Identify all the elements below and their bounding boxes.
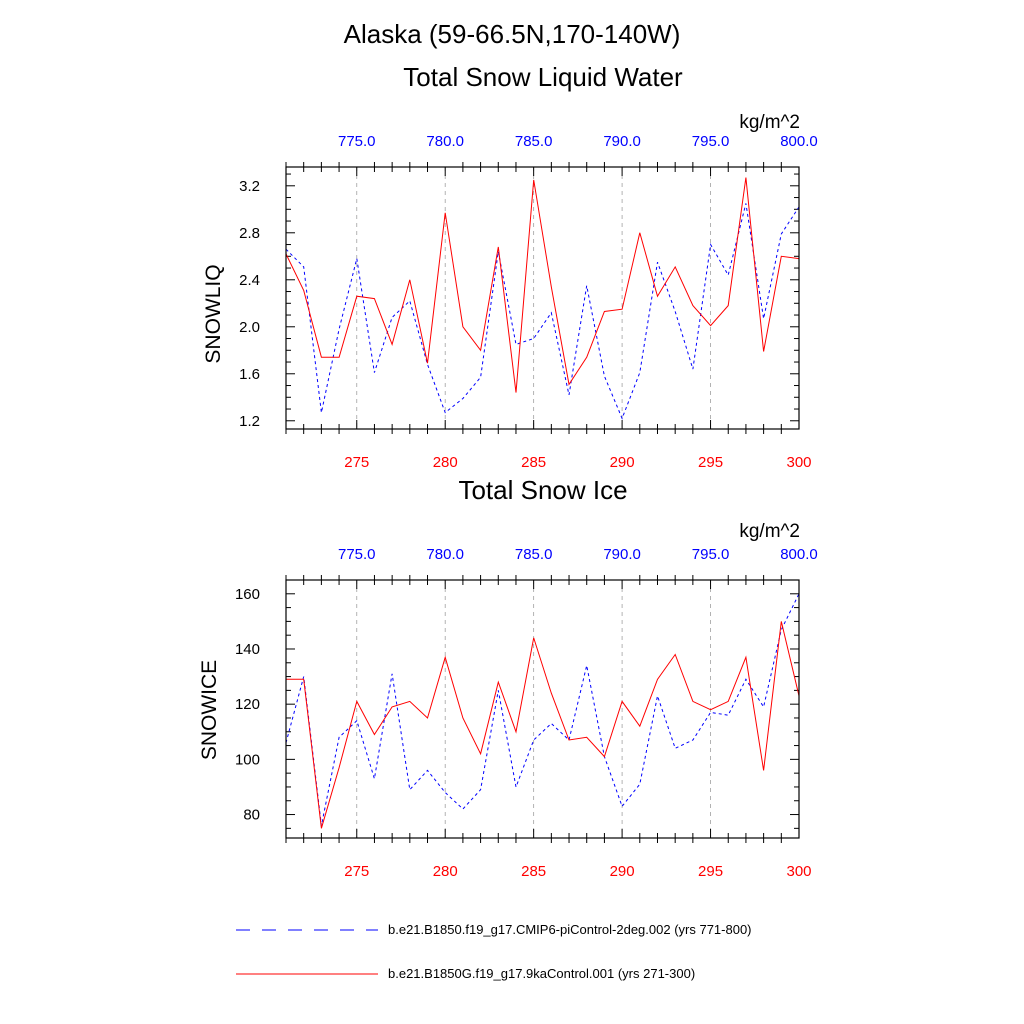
snowice-x-tick-label: 285 [521, 863, 546, 880]
snowliq-x-top-tick-label: 785.0 [515, 133, 553, 150]
snowliq-x-tick-label: 290 [610, 454, 635, 471]
legend-label-9kaControl: b.e21.B1850G.f19_g17.9kaControl.001 (yrs… [388, 966, 695, 981]
snowice-y-tick-label: 80 [243, 807, 260, 824]
snowice-title: Total Snow Ice [458, 475, 627, 505]
snowice-x-tick-label: 290 [610, 863, 635, 880]
snowice-x-top-tick-label: 785.0 [515, 546, 553, 563]
snowice-x-top-tick-label: 800.0 [780, 546, 818, 563]
snowice-y-tick-label: 140 [235, 641, 260, 658]
snowice-x-tick-label: 275 [344, 863, 369, 880]
snowliq-y-label: SNOWLIQ [202, 264, 225, 363]
snowliq-plot-frame [285, 166, 800, 430]
snowice-y-label: SNOWICE [198, 660, 221, 760]
snowice-series-9kaControl [286, 621, 800, 829]
snowliq-x-top-tick-label: 780.0 [426, 133, 464, 150]
snowliq-y-tick-label: 1.6 [239, 366, 260, 383]
snowliq-y-tick-label: 2.4 [239, 272, 260, 289]
snowliq-x-tick-label: 280 [433, 454, 458, 471]
snowice-x-tick-label: 300 [786, 863, 811, 880]
legend: b.e21.B1850.f19_g17.CMIP6-piControl-2deg… [236, 922, 752, 981]
snowliq-x-top-tick-label: 775.0 [338, 133, 376, 150]
snowliq-x-tick-label: 285 [521, 454, 546, 471]
snowice-series-piControl [285, 593, 800, 826]
snowice-x-top-tick-label: 790.0 [603, 546, 641, 563]
legend-label-piControl: b.e21.B1850.f19_g17.CMIP6-piControl-2deg… [388, 922, 752, 937]
snowliq-y-tick-label: 1.2 [239, 413, 260, 430]
snowice-x-top-tick-label: 795.0 [692, 546, 730, 563]
snowliq-panel: Total Snow Liquid Water kg/m^2 SNOWLIQ 1… [202, 62, 818, 471]
snowliq-x-tick-label: 275 [344, 454, 369, 471]
snowliq-title: Total Snow Liquid Water [403, 62, 683, 92]
snowice-x-top-tick-label: 780.0 [426, 546, 464, 563]
snowliq-y-tick-label: 2.0 [239, 319, 260, 336]
snowliq-units: kg/m^2 [739, 112, 800, 133]
snowice-x-tick-label: 295 [698, 863, 723, 880]
snowice-y-tick-label: 120 [235, 696, 260, 713]
snowice-y-tick-label: 100 [235, 751, 260, 768]
snowice-plot-frame [285, 579, 800, 839]
snowliq-x-top-tick-label: 790.0 [603, 133, 641, 150]
snowliq-x-top-tick-label: 795.0 [692, 133, 730, 150]
snowice-y-tick-label: 160 [235, 586, 260, 603]
snowice-x-top-tick-label: 775.0 [338, 546, 376, 563]
snowliq-series-9kaControl [285, 177, 800, 393]
snowliq-y-tick-label: 3.2 [239, 178, 260, 195]
snowliq-y-tick-label: 2.8 [239, 225, 260, 242]
snowliq-x-tick-label: 295 [698, 454, 723, 471]
figure-title: Alaska (59-66.5N,170-140W) [344, 19, 681, 49]
snowice-panel: Total Snow Ice kg/m^2 SNOWICE 80 100 120 14… [198, 475, 818, 880]
snowliq-series-piControl [285, 203, 800, 420]
snowliq-x-top-tick-label: 800.0 [780, 133, 818, 150]
snowice-units: kg/m^2 [739, 521, 800, 542]
snowliq-x-tick-label: 300 [786, 454, 811, 471]
snowice-x-tick-label: 280 [433, 863, 458, 880]
